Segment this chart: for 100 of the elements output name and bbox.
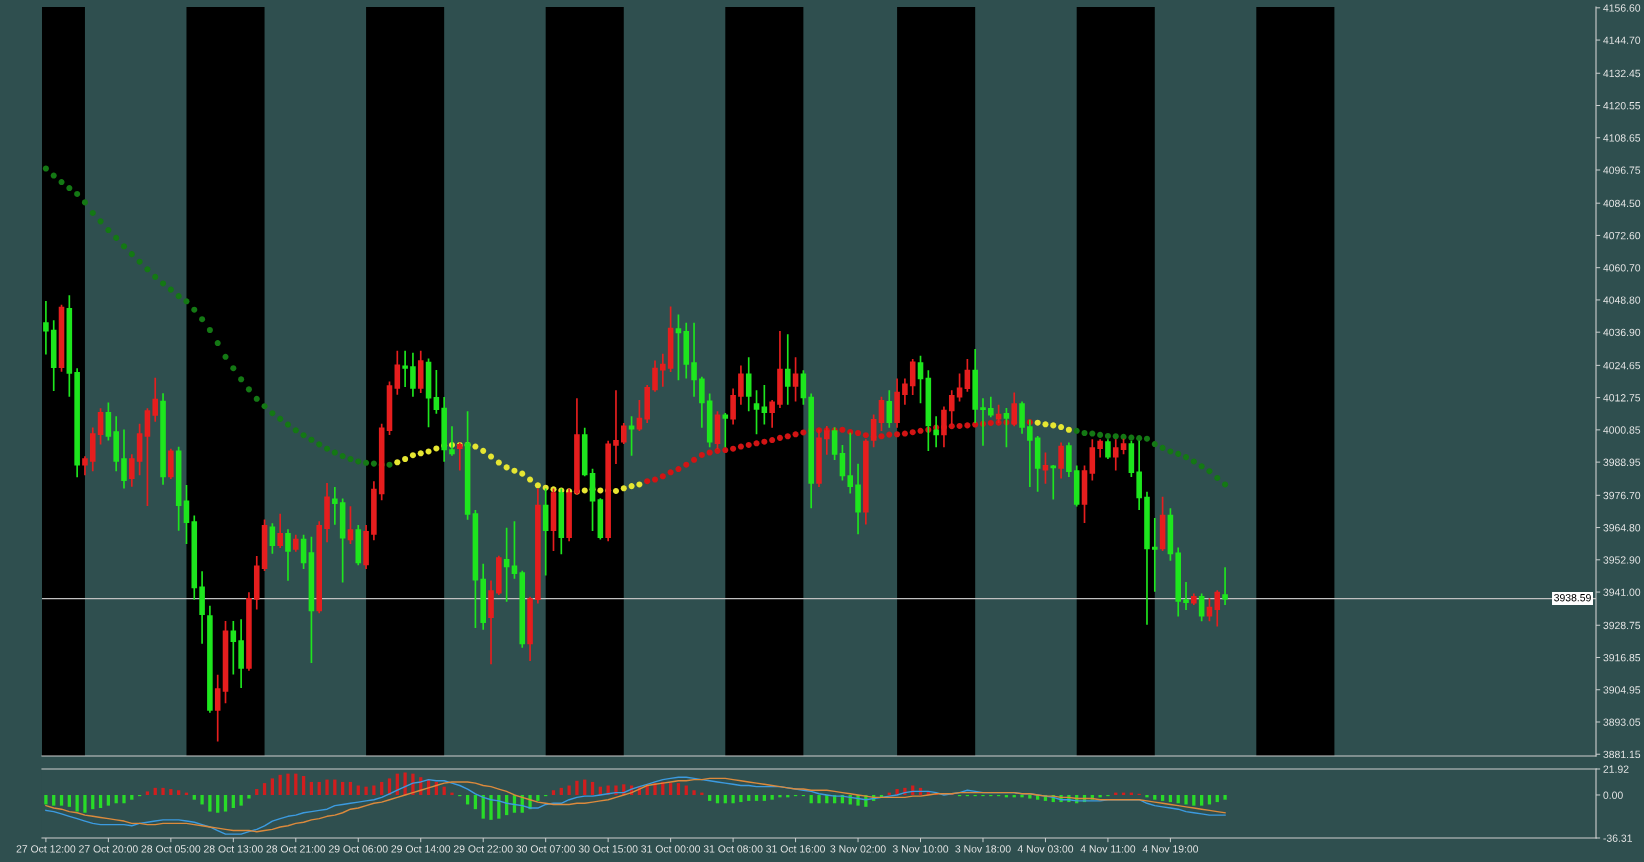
bar: [145, 791, 150, 795]
y-tick-label: 3928.75: [1603, 621, 1641, 630]
y-tick-label: 4000.85: [1603, 426, 1641, 434]
bar: [692, 790, 696, 795]
candlestick: [97, 408, 104, 445]
candlestick: [488, 580, 494, 665]
y-tick-label: 4144.70: [1603, 36, 1641, 44]
bar: [59, 794, 64, 806]
y-tick-label: 4024.65: [1603, 361, 1641, 370]
candlestick: [988, 396, 994, 418]
candlestick: [74, 368, 80, 478]
candlestick: [50, 320, 57, 392]
candlestick: [347, 506, 354, 545]
y-tick-label: 3988.95: [1603, 458, 1641, 466]
candlestick: [777, 331, 783, 409]
bar: [247, 794, 251, 799]
bar: [489, 794, 493, 820]
candlestick: [332, 486, 338, 525]
bar: [325, 779, 329, 795]
candlestick: [644, 385, 650, 423]
candlestick: [1097, 439, 1103, 458]
x-tick-label: 4 Nov 19:00: [1142, 845, 1199, 853]
candlestick: [917, 355, 924, 404]
y-tick-label: 3916.85: [1603, 654, 1641, 662]
candlestick: [308, 536, 315, 664]
bar: [44, 794, 48, 805]
bar: [216, 794, 220, 813]
bar: [356, 785, 360, 795]
bar: [301, 776, 306, 795]
x-tick-label: 28 Oct 21:00: [266, 845, 326, 853]
candlestick: [628, 416, 635, 456]
bar: [98, 794, 103, 809]
x-tick-label: 27 Oct 12:00: [16, 845, 76, 853]
candlestick: [472, 509, 479, 629]
candlestick: [1152, 518, 1158, 592]
candlestick: [660, 353, 666, 387]
candlestick: [1073, 465, 1080, 507]
candlestick: [293, 534, 299, 552]
candlestick: [1198, 593, 1205, 622]
y-tick-label: 4012.75: [1603, 394, 1641, 402]
x-tick-label: 31 Oct 00:00: [641, 845, 701, 853]
candlestick: [253, 555, 260, 610]
candlestick: [222, 621, 229, 704]
candlestick: [511, 521, 518, 579]
y-tick-label: 3941.00: [1603, 588, 1641, 596]
bar: [1020, 794, 1024, 798]
candlestick: [144, 408, 151, 506]
candlestick: [683, 322, 690, 379]
candlestick: [1144, 491, 1150, 625]
candlestick: [519, 570, 526, 648]
candlestick: [769, 399, 775, 428]
candlestick: [269, 523, 276, 554]
candlestick: [1167, 508, 1174, 561]
y-tick-label: 4084.50: [1603, 199, 1641, 208]
candlestick: [1191, 593, 1197, 606]
y-tick-label: 3904.95: [1603, 686, 1641, 694]
candlestick: [1034, 435, 1041, 492]
candlestick: [207, 605, 213, 713]
x-tick-label: 30 Oct 15:00: [578, 845, 638, 853]
candlestick: [214, 674, 221, 742]
x-tick-label: 3 Nov 18:00: [955, 845, 1011, 853]
bar: [239, 794, 243, 806]
candlestick: [613, 390, 619, 464]
candlestick: [1066, 442, 1072, 477]
candlestick: [339, 498, 346, 583]
candlestick: [878, 396, 885, 432]
candlestick: [699, 376, 705, 428]
candlestick: [535, 488, 541, 604]
bar: [83, 794, 87, 813]
candlestick: [1175, 547, 1182, 617]
candlestick: [496, 555, 502, 596]
bar: [309, 781, 314, 795]
candlestick: [620, 422, 627, 445]
bar: [223, 794, 228, 812]
candlestick: [1159, 496, 1166, 551]
candlestick: [1050, 464, 1057, 500]
bar: [700, 792, 704, 795]
candlestick: [113, 416, 119, 472]
candlestick: [503, 527, 510, 602]
candlestick: [527, 596, 533, 661]
x-tick-label: 29 Oct 22:00: [453, 845, 513, 853]
y-tick-label: 3952.90: [1603, 556, 1641, 564]
bar: [731, 794, 735, 804]
bar: [122, 794, 126, 804]
candlestick: [105, 402, 112, 441]
candlestick: [277, 513, 283, 548]
candlestick: [402, 350, 408, 387]
candlestick: [855, 463, 861, 535]
bar: [278, 774, 282, 795]
bar: [270, 778, 275, 795]
bar: [770, 794, 774, 800]
y-tick-label: 4072.60: [1603, 231, 1641, 240]
candlestick: [300, 534, 307, 570]
bar: [294, 773, 298, 795]
x-tick-label: 29 Oct 06:00: [328, 845, 388, 853]
candlestick: [1112, 439, 1119, 471]
bar: [130, 794, 134, 800]
bar: [1200, 794, 1204, 806]
y-tick-label: -36.31: [1603, 834, 1632, 842]
x-tick-label: 28 Oct 13:00: [204, 845, 263, 853]
